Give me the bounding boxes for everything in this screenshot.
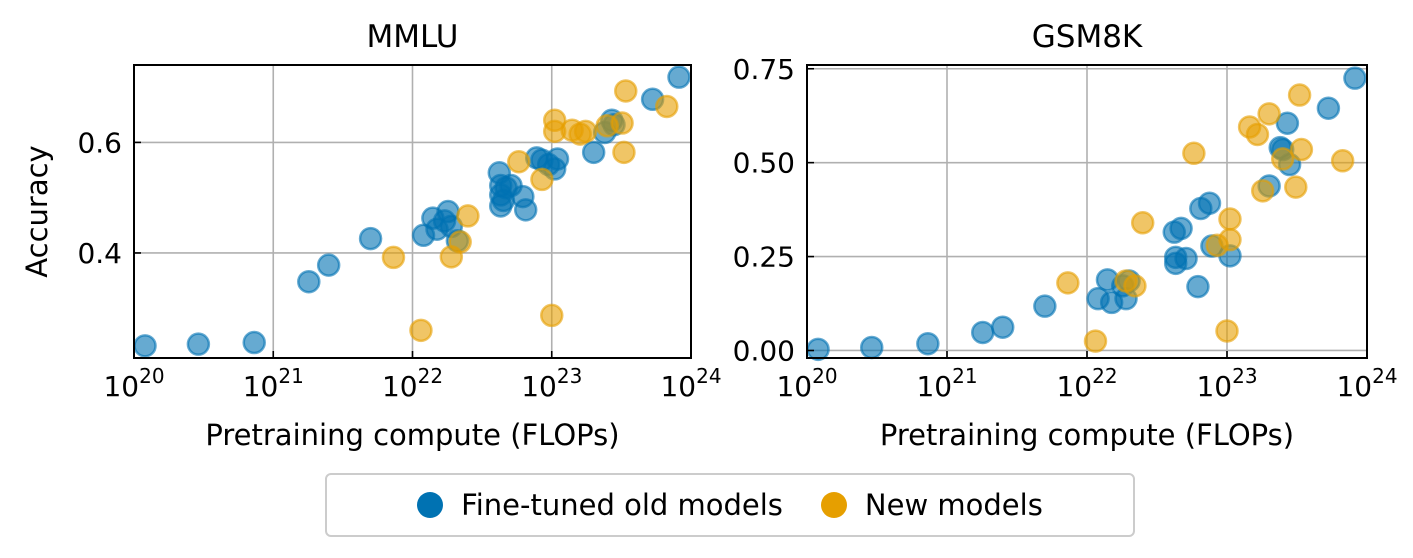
mmlu-point-new-models-5 (507, 149, 531, 174)
gsm8k-ytick-label-2: 0.50 (733, 147, 795, 180)
mmlu-xlabel: Pretraining compute (FLOPs) (205, 418, 619, 452)
gsm8k-point-new-models-9 (1218, 227, 1242, 252)
mmlu-xtick-label-4: 1024 (660, 364, 721, 403)
mmlu-point-new-models-15 (612, 140, 636, 165)
mmlu-point-new-models-6 (530, 167, 554, 192)
mmlu-point-new-models-7 (540, 303, 564, 328)
mmlu-point-fine-tuned-old-models-2 (242, 330, 266, 355)
gsm8k-point-fine-tuned-old-models-4 (990, 315, 1015, 339)
gsm8k-xtick-label-3: 1023 (1196, 364, 1257, 403)
gsm8k-point-new-models-1 (1083, 329, 1108, 353)
mmlu-point-new-models-1 (409, 318, 433, 343)
gsm8k-ytick-label-0: 0.00 (733, 334, 795, 367)
gsm8k-point-fine-tuned-old-models-5 (1033, 294, 1057, 318)
mmlu-point-fine-tuned-old-models-0 (133, 334, 157, 358)
gsm8k-point-new-models-0 (1056, 271, 1080, 295)
gsm8k-point-new-models-11 (1245, 122, 1270, 147)
gsm8k-xtick-label-1: 1021 (916, 364, 977, 403)
mmlu-ytick-label-1: 0.6 (77, 126, 122, 159)
legend-label-fine-tuned-old-models: Fine-tuned old models (461, 488, 783, 522)
gsm8k-xtick-label-2: 1022 (1056, 364, 1117, 403)
legend-label-new-models: New models (864, 488, 1043, 522)
gsm8k-point-fine-tuned-old-models-16 (1174, 246, 1198, 271)
gsm8k-title: GSM8K (1032, 19, 1143, 55)
gsm8k-point-new-models-15 (1284, 175, 1308, 199)
gsm8k-point-new-models-14 (1270, 147, 1295, 171)
gsm8k-point-fine-tuned-old-models-19 (1197, 191, 1222, 215)
gsm8k-point-fine-tuned-old-models-1 (859, 335, 884, 360)
gsm8k-point-fine-tuned-old-models-17 (1186, 274, 1210, 299)
gsm8k-point-fine-tuned-old-models-25 (1275, 111, 1300, 135)
mmlu-point-fine-tuned-old-models-32 (667, 65, 691, 89)
mmlu-point-fine-tuned-old-models-3 (297, 269, 321, 294)
gsm8k-panel: 1020 1021 1022 1023 1024 0.00 0.25 0.50 0.75 GSM8… (733, 19, 1398, 452)
mmlu-point-fine-tuned-old-models-5 (358, 226, 383, 251)
gsm8k-point-fine-tuned-old-models-2 (916, 331, 940, 356)
mmlu-point-new-models-16 (614, 79, 638, 103)
mmlu-ylabel: Accuracy (20, 145, 54, 277)
mmlu-point-new-models-12 (573, 119, 598, 144)
mmlu-point-fine-tuned-old-models-4 (316, 253, 341, 277)
legend-item-new-models: New models (820, 488, 1043, 522)
gsm8k-point-fine-tuned-old-models-28 (1343, 66, 1367, 90)
gsm8k-xtick-label-0: 1020 (776, 364, 837, 403)
mmlu-xtick-label-3: 1023 (521, 364, 582, 403)
mmlu-point-new-models-14 (610, 111, 634, 135)
mmlu-point-fine-tuned-old-models-21 (513, 198, 538, 222)
legend-marker-new-models (820, 492, 847, 518)
mmlu-xtick-label-1: 1021 (243, 364, 304, 403)
gsm8k-point-fine-tuned-old-models-0 (806, 337, 830, 362)
gsm8k-point-new-models-5 (1182, 141, 1206, 166)
mmlu-title: MMLU (367, 19, 459, 55)
mmlu-ytick-label-0: 0.4 (77, 237, 122, 270)
gsm8k-point-new-models-13 (1257, 102, 1281, 126)
gsm8k-ytick-label-1: 0.25 (733, 241, 795, 274)
gsm8k-point-new-models-4 (1130, 211, 1155, 235)
mmlu-point-fine-tuned-old-models-27 (581, 140, 606, 165)
legend-item-fine-tuned-old-models: Fine-tuned old models (417, 488, 783, 522)
legend: Fine-tuned old models New models (325, 473, 1135, 537)
mmlu-point-new-models-17 (655, 94, 679, 119)
mmlu-point-fine-tuned-old-models-26 (545, 147, 570, 171)
gsm8k-point-new-models-17 (1289, 137, 1314, 162)
mmlu-panel: 1020 1021 1022 1023 1024 0.4 0.6 MMLU Pretrainin… (20, 19, 722, 452)
mmlu-point-new-models-4 (456, 204, 480, 228)
gsm8k-point-new-models-7 (1215, 319, 1239, 343)
gsm8k-point-new-models-12 (1250, 179, 1275, 203)
mmlu-xtick-label-0: 1020 (103, 364, 164, 403)
gsm8k-point-new-models-3 (1123, 274, 1147, 298)
gsm8k-ytick-label-3: 0.75 (733, 53, 795, 86)
mmlu-point-new-models-0 (381, 245, 406, 270)
gsm8k-point-new-models-16 (1287, 83, 1312, 107)
mmlu-point-new-models-3 (448, 230, 472, 254)
mmlu-point-fine-tuned-old-models-1 (186, 332, 211, 356)
gsm8k-point-fine-tuned-old-models-27 (1316, 96, 1341, 120)
mmlu-xtick-label-2: 1022 (382, 364, 443, 403)
legend-marker-fine-tuned-old-models (417, 492, 444, 518)
gsm8k-xtick-label-4: 1024 (1336, 364, 1397, 403)
gsm8k-xlabel: Pretraining compute (FLOPs) (880, 418, 1294, 452)
gsm8k-point-new-models-8 (1218, 207, 1242, 231)
gsm8k-point-fine-tuned-old-models-3 (970, 320, 995, 345)
gsm8k-point-fine-tuned-old-models-15 (1169, 216, 1193, 241)
gsm8k-point-new-models-18 (1330, 149, 1355, 173)
